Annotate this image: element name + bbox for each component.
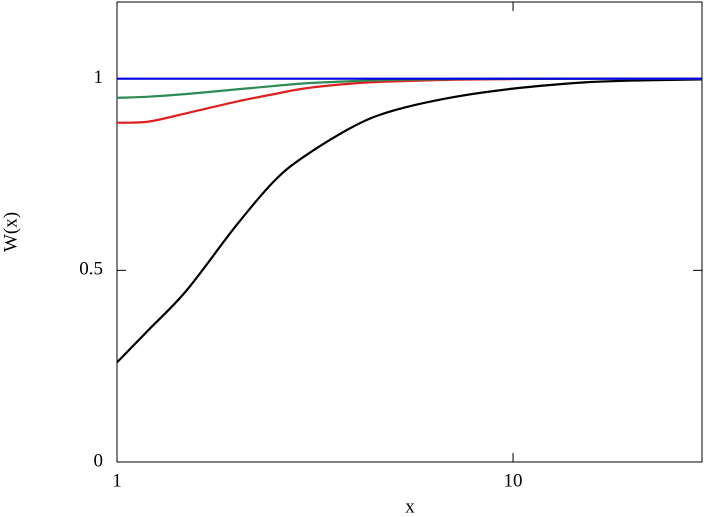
- y-tick-label: 1: [94, 67, 104, 88]
- y-axis-label: W(x): [0, 212, 21, 252]
- x-tick-label: 10: [504, 470, 523, 491]
- line-series: [116, 77, 702, 124]
- x-axis-label: x: [405, 496, 415, 517]
- x-tick-label: 1: [112, 470, 122, 491]
- y-tick-label: 0.5: [79, 259, 103, 280]
- plot-frame: [116, 1, 703, 463]
- y-tick-label: 0: [94, 450, 104, 471]
- line-series: [116, 78, 703, 364]
